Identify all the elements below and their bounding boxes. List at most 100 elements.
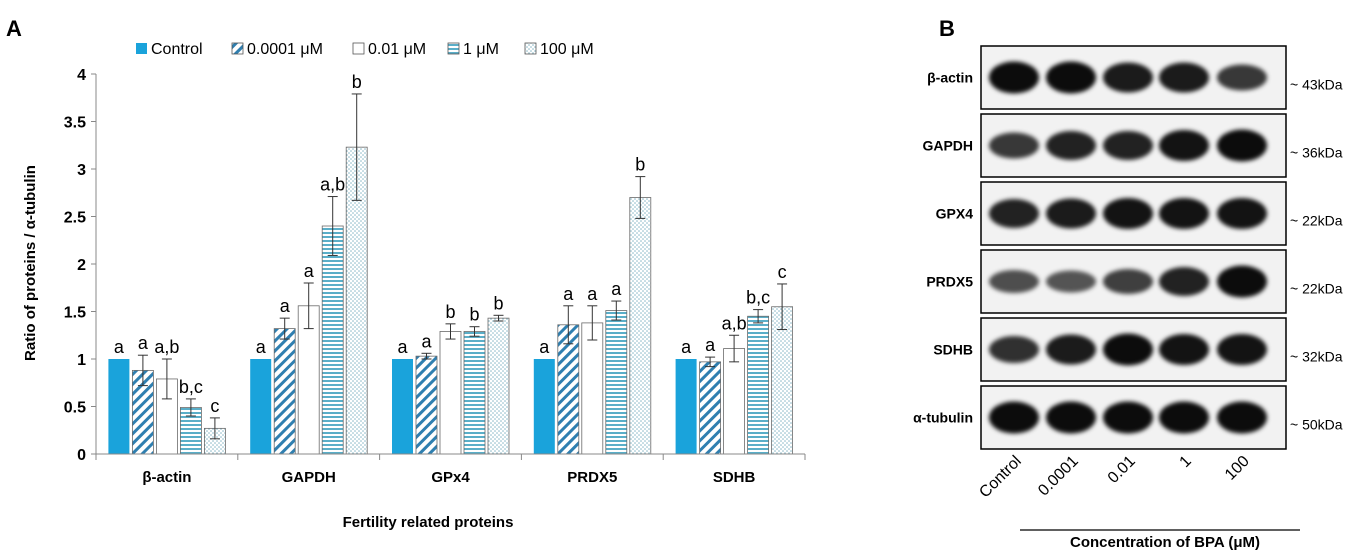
blot-row: GPX4 ~ 22kDa — [936, 181, 1343, 246]
bar — [108, 359, 130, 454]
blot-row: PRDX5 ~ 22kDa — [926, 249, 1343, 314]
bar — [273, 328, 296, 455]
y-tick-label: 3 — [77, 162, 86, 179]
blot-band — [1046, 61, 1096, 94]
blot-protein-label: SDHB — [933, 342, 973, 358]
blot-size-label: ~ 50kDa — [1290, 417, 1343, 433]
blot-protein-label: GAPDH — [922, 138, 973, 154]
blot-band — [1103, 333, 1153, 366]
lane-label: 0.0001 — [1035, 453, 1082, 500]
blot-size-label: ~ 32kDa — [1290, 349, 1343, 365]
bar — [321, 225, 344, 455]
blot-band — [989, 270, 1039, 293]
blot-size-label: ~ 22kDa — [1290, 213, 1343, 229]
blot-protein-label: PRDX5 — [926, 274, 973, 290]
legend-swatch — [447, 42, 460, 55]
bar — [675, 359, 697, 454]
x-tick-label: SDHB — [713, 469, 756, 486]
lane-label: 100 — [1222, 453, 1253, 484]
blot-band — [1159, 267, 1209, 296]
significance-label: a,b — [722, 313, 747, 333]
blot-band — [989, 336, 1039, 363]
x-axis-label: Fertility related proteins — [343, 514, 514, 531]
legend-label: 1 μM — [463, 41, 499, 58]
blot-protein-label: GPX4 — [936, 206, 974, 222]
significance-label: b — [635, 155, 645, 175]
significance-label: a — [138, 333, 149, 353]
blot-size-label: ~ 22kDa — [1290, 281, 1343, 297]
blot-band — [1159, 401, 1209, 434]
significance-label: a — [304, 261, 315, 281]
blot-protein-label: α-tubulin — [913, 410, 973, 426]
x-tick-label: β-actin — [142, 469, 191, 486]
significance-label: b — [445, 302, 455, 322]
legend-swatch — [524, 42, 537, 55]
y-tick-label: 0.5 — [64, 400, 86, 417]
y-tick-label: 2 — [77, 257, 86, 274]
bar — [581, 322, 604, 455]
significance-label: b — [493, 293, 503, 313]
blot-band — [1159, 198, 1209, 229]
significance-label: a — [705, 335, 716, 355]
lane-label: Control — [976, 453, 1024, 501]
y-axis-label: Ratio of proteins / α-tubulin — [22, 165, 39, 361]
blot-row: β-actin ~ 43kDa — [927, 45, 1343, 110]
blot-band — [1046, 131, 1096, 160]
significance-label: a,b — [320, 175, 345, 195]
bar — [629, 197, 652, 455]
blot-x-label: Concentration of BPA (μM) — [1070, 534, 1260, 551]
legend-swatch — [231, 42, 244, 55]
bar — [723, 348, 745, 455]
blot-row: α-tubulin ~ 50kDa — [913, 385, 1343, 450]
significance-label: a — [256, 337, 267, 357]
blot-band — [1103, 62, 1153, 93]
bar — [605, 310, 628, 455]
significance-label: b — [352, 72, 362, 92]
panel-a: A Control 0.0001 μM 0.01 μM 1 μM 100 μM Rati… — [6, 16, 806, 531]
bar — [533, 359, 555, 454]
blot-band — [1046, 198, 1096, 229]
blot-band — [1103, 131, 1153, 160]
blot-row: SDHB ~ 32kDa — [933, 317, 1343, 382]
blot-band — [1217, 334, 1267, 365]
significance-label: a — [539, 337, 550, 357]
significance-label: a — [280, 296, 291, 316]
bar — [463, 331, 486, 455]
legend-label: 100 μM — [540, 41, 594, 58]
panel-a-label: A — [6, 16, 22, 41]
significance-label: b,c — [746, 288, 770, 308]
blot-band — [989, 199, 1039, 228]
significance-label: a — [563, 284, 574, 304]
blot-band — [1046, 401, 1096, 434]
blot-protein-label: β-actin — [927, 70, 973, 86]
bar — [439, 331, 462, 455]
blot-size-label: ~ 43kDa — [1290, 77, 1343, 93]
blot-band — [1159, 334, 1209, 365]
blot-band — [1217, 265, 1267, 298]
blot-band — [1046, 334, 1096, 365]
significance-label: c — [210, 396, 219, 416]
blot-row: GAPDH ~ 36kDa — [922, 113, 1343, 178]
significance-label: a — [587, 284, 598, 304]
lane-label: 0.01 — [1105, 453, 1139, 487]
blot-band — [989, 401, 1039, 434]
blot-band — [1103, 269, 1153, 294]
y-tick-label: 4 — [77, 67, 86, 84]
y-tick-label: 3.5 — [64, 115, 86, 132]
bar — [392, 359, 413, 454]
legend: Control 0.0001 μM 0.01 μM 1 μM 100 μM — [136, 41, 594, 58]
blot-band — [1159, 62, 1209, 93]
blot-band — [1159, 130, 1209, 161]
significance-label: c — [778, 262, 787, 282]
bar — [415, 355, 438, 455]
x-tick-label: GAPDH — [282, 469, 336, 486]
significance-label: a — [421, 331, 432, 351]
blot-band — [1103, 198, 1153, 229]
significance-label: a — [681, 337, 692, 357]
blot-band — [1103, 401, 1153, 434]
y-axis: 0 0.5 1 1.5 2 2.5 3 3.5 4 — [64, 67, 97, 464]
